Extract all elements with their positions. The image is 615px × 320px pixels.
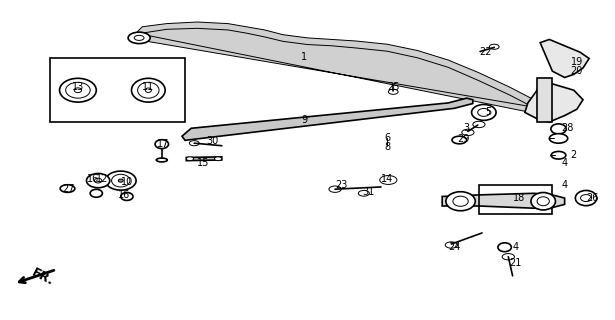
Circle shape [502, 253, 514, 260]
Text: 1: 1 [301, 52, 308, 62]
Circle shape [379, 176, 397, 184]
Ellipse shape [132, 78, 165, 102]
Circle shape [60, 185, 75, 192]
Ellipse shape [453, 196, 468, 206]
Circle shape [128, 32, 150, 44]
Ellipse shape [576, 190, 597, 206]
FancyBboxPatch shape [537, 77, 552, 122]
Text: 16: 16 [117, 190, 130, 200]
Circle shape [549, 134, 568, 143]
Text: 9: 9 [301, 115, 308, 125]
Circle shape [359, 190, 370, 196]
Circle shape [189, 141, 199, 146]
Circle shape [462, 129, 474, 136]
Text: 8: 8 [384, 142, 390, 152]
Ellipse shape [531, 193, 555, 210]
Ellipse shape [121, 193, 133, 200]
Ellipse shape [95, 178, 102, 183]
Text: 31: 31 [363, 187, 375, 197]
Text: 22: 22 [479, 47, 491, 57]
Polygon shape [186, 157, 222, 161]
Text: 21: 21 [509, 258, 522, 268]
Ellipse shape [74, 88, 82, 92]
Text: 25: 25 [387, 82, 400, 92]
Text: 2: 2 [571, 150, 577, 160]
Circle shape [134, 35, 144, 40]
Text: 11: 11 [142, 82, 154, 92]
Circle shape [473, 121, 485, 128]
Text: 20: 20 [571, 66, 583, 76]
Text: 24: 24 [448, 242, 461, 252]
Ellipse shape [66, 82, 90, 98]
Text: 15: 15 [197, 158, 210, 168]
Text: 14: 14 [381, 174, 393, 184]
Ellipse shape [581, 195, 592, 202]
Circle shape [452, 136, 467, 144]
Circle shape [445, 242, 458, 248]
Polygon shape [136, 22, 546, 116]
Text: 4: 4 [561, 158, 568, 168]
Text: 19: 19 [571, 57, 583, 67]
Text: 30: 30 [207, 136, 219, 146]
Ellipse shape [90, 189, 103, 197]
Text: 27: 27 [63, 184, 75, 194]
Ellipse shape [105, 171, 136, 190]
Circle shape [186, 157, 194, 161]
Ellipse shape [87, 173, 109, 188]
Ellipse shape [145, 88, 151, 92]
Circle shape [329, 186, 341, 192]
Text: 5: 5 [485, 108, 491, 117]
Circle shape [490, 44, 499, 49]
Polygon shape [182, 98, 473, 140]
Circle shape [388, 89, 398, 94]
Ellipse shape [472, 105, 496, 120]
Text: 10: 10 [121, 177, 133, 187]
Ellipse shape [446, 192, 475, 211]
Ellipse shape [60, 78, 97, 102]
Ellipse shape [138, 82, 159, 98]
Text: 16: 16 [87, 174, 100, 184]
Text: FR.: FR. [30, 266, 57, 288]
Ellipse shape [118, 179, 123, 182]
Ellipse shape [156, 158, 167, 162]
Text: 4: 4 [512, 242, 518, 252]
Text: 17: 17 [157, 139, 170, 149]
Text: 23: 23 [335, 180, 347, 190]
Text: 26: 26 [586, 193, 598, 203]
Ellipse shape [537, 197, 549, 206]
Text: 3: 3 [464, 123, 470, 133]
Circle shape [215, 157, 222, 161]
Circle shape [551, 151, 566, 159]
Polygon shape [525, 81, 583, 122]
Ellipse shape [155, 140, 169, 148]
Text: 18: 18 [512, 193, 525, 203]
Text: 13: 13 [72, 82, 84, 92]
Ellipse shape [551, 124, 566, 134]
Polygon shape [442, 193, 565, 208]
Ellipse shape [478, 108, 490, 116]
Text: 4: 4 [561, 180, 568, 190]
Text: 6: 6 [384, 133, 390, 143]
Ellipse shape [498, 243, 511, 252]
Text: 29: 29 [458, 134, 470, 144]
Ellipse shape [111, 174, 130, 187]
Text: 28: 28 [561, 123, 574, 133]
Text: 12: 12 [96, 174, 109, 184]
Polygon shape [540, 39, 589, 77]
